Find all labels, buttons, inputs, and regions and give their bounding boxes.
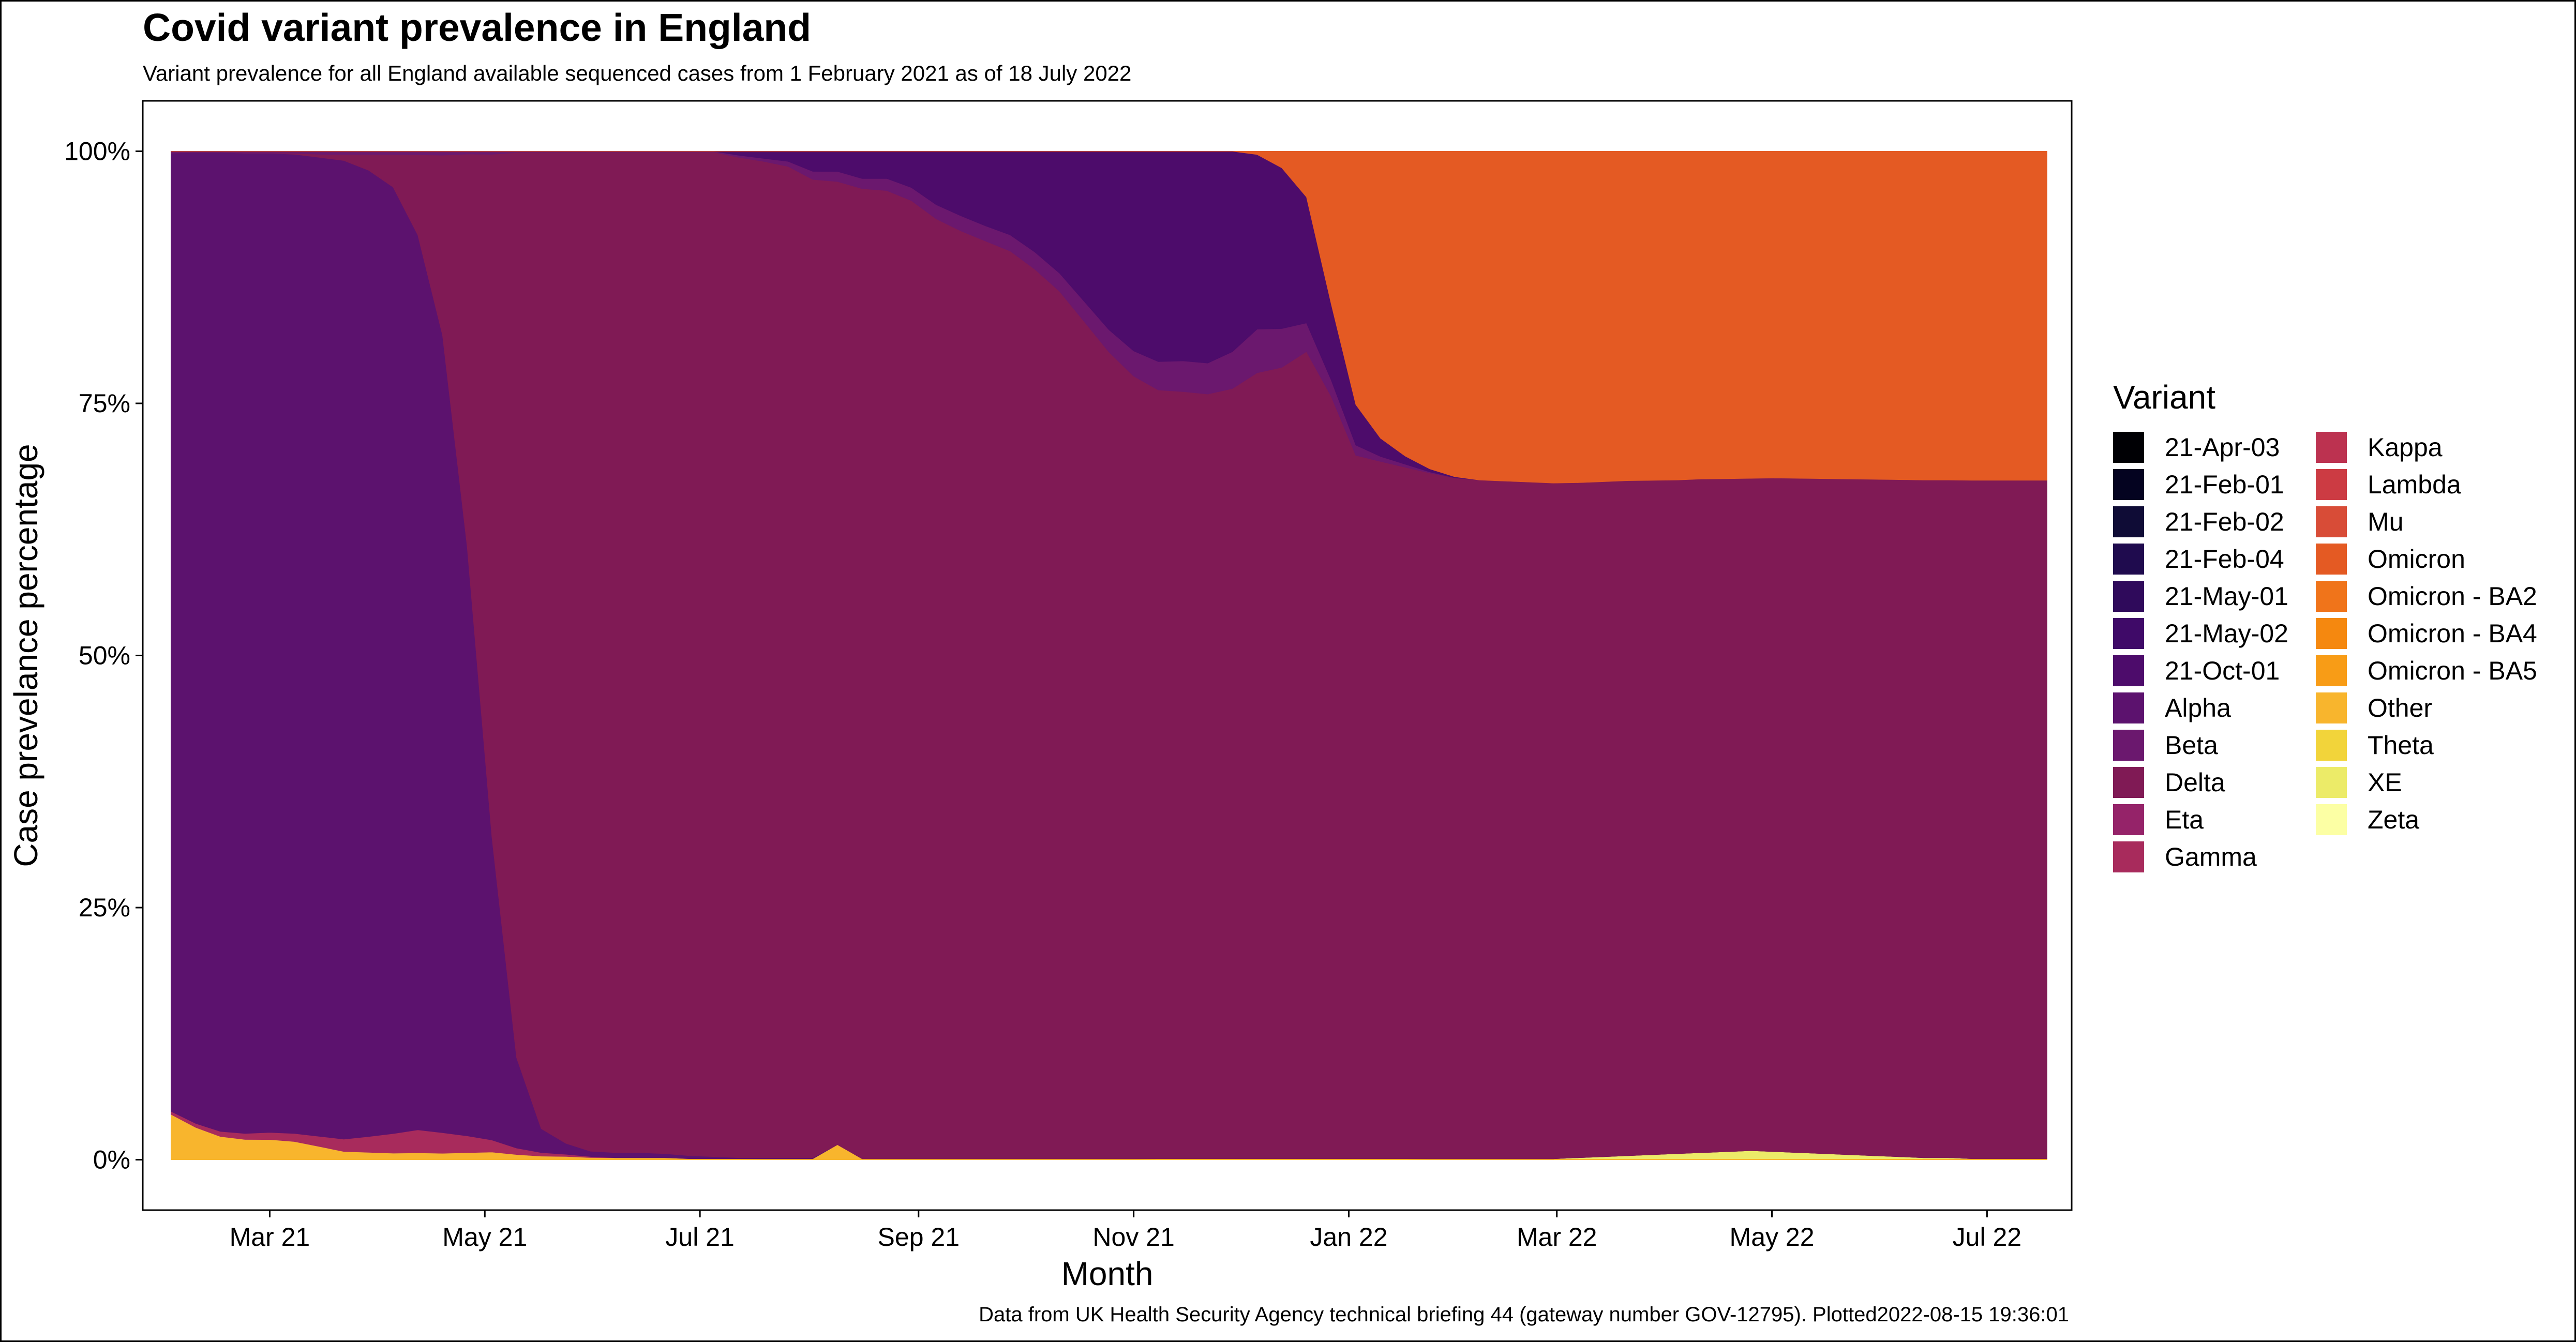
x-tick-label: Nov 21 — [1092, 1223, 1174, 1251]
legend-swatch-21-feb-01 — [2113, 469, 2144, 500]
legend-swatch-zeta — [2316, 804, 2347, 835]
y-tick-label: 50% — [79, 641, 130, 670]
legend-label-zeta: Zeta — [2368, 805, 2419, 834]
x-tick-label: Mar 22 — [1517, 1223, 1597, 1251]
legend-label-gamma: Gamma — [2165, 842, 2257, 871]
legend-label-omicron-ba4: Omicron - BA4 — [2368, 619, 2537, 648]
x-tick-label: Jan 22 — [1310, 1223, 1387, 1251]
legend-swatch-omicron-ba2 — [2316, 581, 2347, 612]
x-tick-label: Sep 21 — [878, 1223, 960, 1251]
legend-label-xe: XE — [2368, 768, 2402, 797]
legend-swatch-mu — [2316, 506, 2347, 537]
legend-swatch-gamma — [2113, 841, 2144, 872]
chart-subtitle: Variant prevalence for all England avail… — [143, 61, 1132, 85]
legend-swatch-21-oct-01 — [2113, 655, 2144, 686]
legend-swatch-beta — [2113, 730, 2144, 761]
x-tick-label: Mar 21 — [230, 1223, 310, 1251]
area-omicron — [171, 151, 2047, 484]
legend-swatch-21-apr-03 — [2113, 432, 2144, 463]
chart-caption: Data from UK Health Security Agency tech… — [979, 1303, 2069, 1326]
legend-label-21-apr-03: 21-Apr-03 — [2165, 433, 2280, 462]
y-axis-title: Case prevelance percentage — [7, 444, 44, 867]
x-tick-label: May 22 — [1730, 1223, 1815, 1251]
legend-label-delta: Delta — [2165, 768, 2225, 797]
legend-swatch-omicron — [2316, 544, 2347, 575]
legend-swatch-omicron-ba5 — [2316, 655, 2347, 686]
legend-swatch-21-may-01 — [2113, 581, 2144, 612]
legend-swatch-21-feb-04 — [2113, 544, 2144, 575]
legend-swatch-21-may-02 — [2113, 618, 2144, 649]
legend-label-21-feb-04: 21-Feb-04 — [2165, 545, 2284, 574]
legend-label-mu: Mu — [2368, 507, 2403, 536]
legend-label-21-oct-01: 21-Oct-01 — [2165, 656, 2280, 685]
legend-label-eta: Eta — [2165, 805, 2204, 834]
legend-swatch-21-feb-02 — [2113, 506, 2144, 537]
legend-label-theta: Theta — [2368, 731, 2434, 760]
legend-label-lambda: Lambda — [2368, 470, 2461, 499]
legend-swatch-omicron-ba4 — [2316, 618, 2347, 649]
y-tick-label: 100% — [64, 137, 130, 166]
legend-swatch-other — [2316, 692, 2347, 723]
legend-swatch-lambda — [2316, 469, 2347, 500]
y-tick-label: 75% — [79, 389, 130, 418]
legend-swatch-kappa — [2316, 432, 2347, 463]
legend-swatch-alpha — [2113, 692, 2144, 723]
x-axis-title: Month — [1061, 1255, 1154, 1292]
y-tick-label: 0% — [93, 1145, 130, 1174]
legend-swatch-xe — [2316, 767, 2347, 798]
legend-label-kappa: Kappa — [2368, 433, 2443, 462]
legend-title: Variant — [2113, 379, 2215, 416]
legend-label-beta: Beta — [2165, 731, 2218, 760]
x-tick-label: Jul 22 — [1953, 1223, 2021, 1251]
x-tick-label: Jul 21 — [665, 1223, 734, 1251]
legend-label-21-may-01: 21-May-01 — [2165, 582, 2288, 611]
y-tick-label: 25% — [79, 893, 130, 922]
legend-label-omicron-ba2: Omicron - BA2 — [2368, 582, 2537, 611]
legend-label-omicron: Omicron — [2368, 545, 2465, 574]
legend-label-alpha: Alpha — [2165, 693, 2231, 722]
legend-label-21-may-02: 21-May-02 — [2165, 619, 2288, 648]
x-tick-label: May 21 — [442, 1223, 527, 1251]
legend-label-21-feb-02: 21-Feb-02 — [2165, 507, 2284, 536]
legend-label-other: Other — [2368, 693, 2432, 722]
legend-swatch-delta — [2113, 767, 2144, 798]
legend-swatch-theta — [2316, 730, 2347, 761]
chart-title: Covid variant prevalence in England — [143, 6, 812, 49]
legend-label-omicron-ba5: Omicron - BA5 — [2368, 656, 2537, 685]
legend-swatch-eta — [2113, 804, 2144, 835]
legend-label-21-feb-01: 21-Feb-01 — [2165, 470, 2284, 499]
